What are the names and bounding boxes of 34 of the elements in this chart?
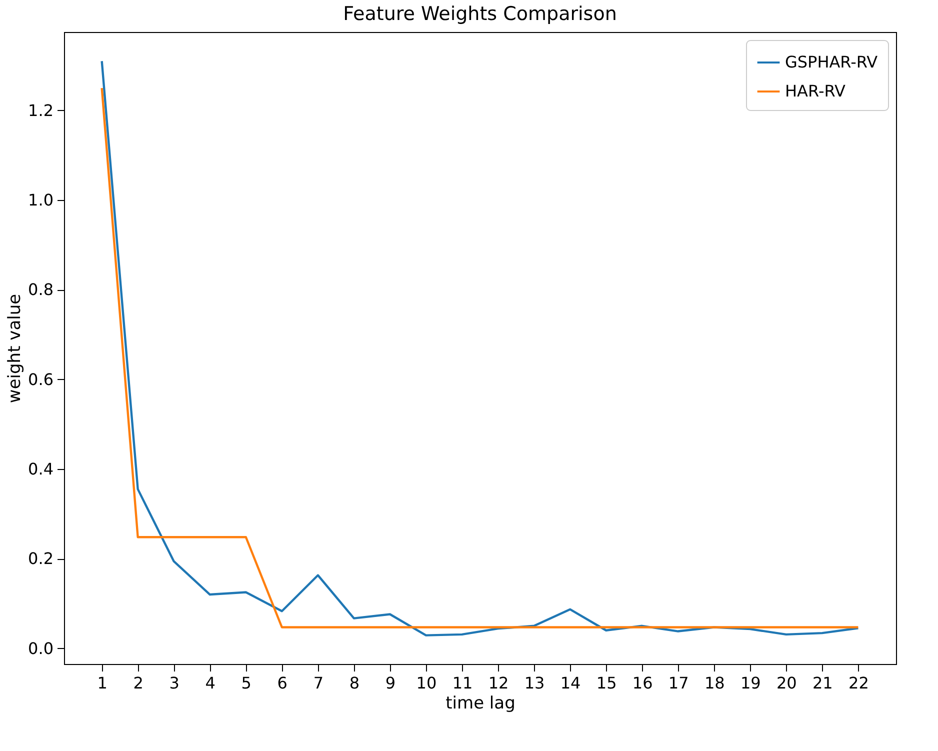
x-tick-label: 7 [313, 674, 324, 692]
y-axis-title: weight value [5, 294, 26, 404]
x-tick-label: 1 [97, 674, 108, 692]
x-tick-label: 13 [524, 674, 545, 692]
legend-label: GSPHAR-RV [785, 52, 878, 72]
y-tick-label: 1.0 [28, 190, 54, 210]
x-tick-label: 18 [704, 674, 725, 692]
x-tick-label: 15 [596, 674, 617, 692]
x-axis-title: time lag [446, 694, 516, 714]
x-tick-label: 20 [776, 674, 797, 692]
x-tick-label: 3 [169, 674, 180, 692]
x-tick-label: 17 [668, 674, 689, 692]
x-tick-label: 6 [277, 674, 288, 692]
y-tick-label: 0.0 [28, 638, 54, 658]
x-tick-label: 16 [632, 674, 653, 692]
x-tick-label: 14 [560, 674, 581, 692]
y-tick-label: 0.2 [28, 549, 54, 568]
y-tick-label: 0.4 [28, 460, 54, 479]
x-tick-label: 11 [452, 674, 473, 692]
x-tick-label: 19 [740, 674, 761, 692]
x-tick-label: 5 [241, 674, 252, 692]
y-tick-label: 0.6 [28, 370, 54, 389]
x-tick-label: 4 [205, 674, 216, 692]
y-tick-label: 1.2 [28, 100, 54, 120]
x-tick-label: 2 [133, 674, 144, 692]
legend-label: HAR-RV [785, 82, 846, 100]
x-tick-label: 8 [349, 674, 360, 692]
x-tick-label: 10 [416, 674, 437, 692]
x-tick-label: 9 [385, 674, 396, 692]
x-tick-label: 21 [812, 674, 833, 692]
y-tick-label: 0.8 [28, 280, 54, 300]
x-tick-label: 12 [488, 674, 509, 692]
chart-title: Feature Weights Comparison [343, 3, 617, 25]
x-tick-label: 22 [848, 674, 869, 692]
